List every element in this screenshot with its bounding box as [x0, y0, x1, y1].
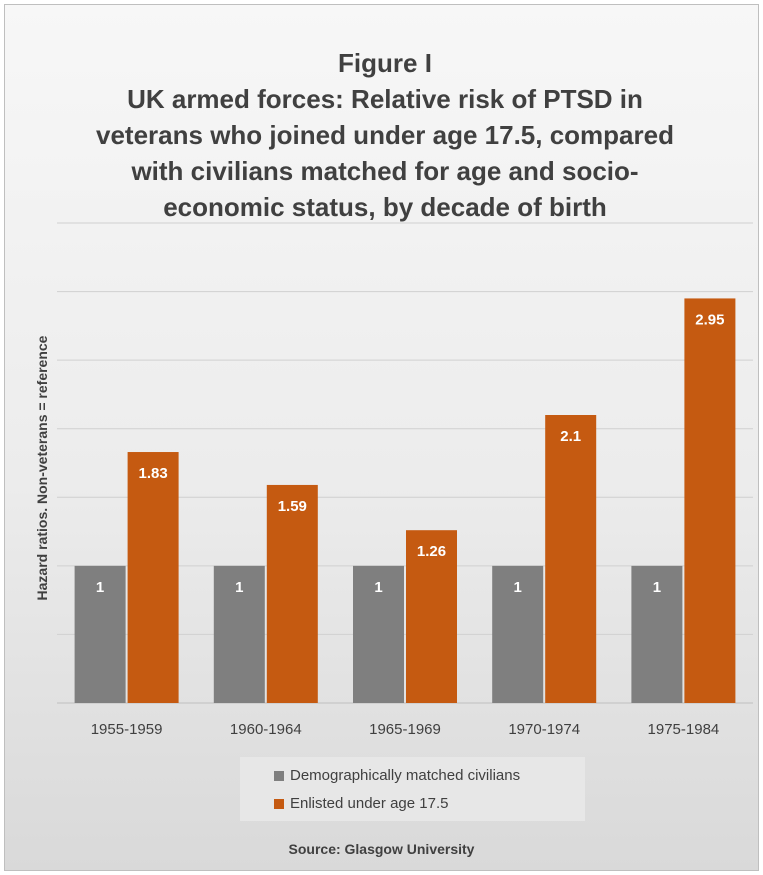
data-label: 1.26	[417, 543, 446, 560]
data-label: 1.59	[278, 498, 307, 515]
legend-label-civilians: Demographically matched civilians	[290, 767, 521, 784]
bar-enlisted	[406, 530, 457, 703]
data-label: 1.83	[138, 465, 167, 482]
data-label: 1	[235, 579, 243, 596]
bar-civilians	[631, 565, 683, 703]
data-label: 1	[653, 579, 661, 596]
x-tick-label: 1970-1974	[508, 721, 580, 738]
chart-legend: Demographically matched civilians Enlist…	[240, 757, 585, 821]
data-label: 2.1	[560, 428, 581, 445]
chart-source: Source: Glasgow University	[288, 841, 475, 857]
bar-enlisted	[545, 415, 597, 703]
x-tick-label: 1955-1959	[91, 721, 163, 738]
x-tick-label: 1975-1984	[648, 721, 720, 738]
legend-swatch-enlisted	[274, 798, 284, 809]
data-label: 2.95	[695, 311, 724, 328]
legend-item-civilians: Demographically matched civilians	[274, 767, 520, 784]
legend-item-enlisted: Enlisted under age 17.5	[274, 795, 448, 812]
chart-title-line-4: with civilians matched for age and socio…	[131, 156, 639, 186]
chart-title-line-5: economic status, by decade of birth	[163, 192, 607, 222]
bar-enlisted	[266, 484, 318, 703]
x-tick-label: 1960-1964	[230, 721, 302, 738]
legend-swatch-civilians	[274, 770, 284, 781]
y-axis-label: Hazard ratios. Non-veterans = reference	[34, 335, 50, 600]
chart-title-line-3: veterans who joined under age 17.5, comp…	[96, 120, 674, 150]
chart-title-line-2: UK armed forces: Relative risk of PTSD i…	[127, 84, 643, 114]
bar-civilians	[492, 565, 544, 703]
chart-plot: 1 1.83 1955-1959 1 1.59 1960-1964 1 1.26 1965-19…	[34, 222, 753, 738]
chart-title-line-1: Figure I	[338, 48, 432, 78]
bar-civilians	[353, 565, 404, 703]
bar-enlisted	[127, 452, 179, 703]
bar-civilians	[74, 565, 126, 703]
data-label: 1	[96, 579, 104, 596]
legend-label-enlisted: Enlisted under age 17.5	[290, 795, 449, 812]
bar-enlisted	[684, 298, 736, 703]
chart-frame: 1 1.83 1955-1959 1 1.59 1960-1964 1 1.26 1965-19…	[4, 4, 759, 871]
bar-civilians	[213, 565, 265, 703]
data-label: 1	[514, 579, 522, 596]
data-label: 1	[374, 579, 382, 596]
x-tick-label: 1965-1969	[369, 721, 441, 738]
